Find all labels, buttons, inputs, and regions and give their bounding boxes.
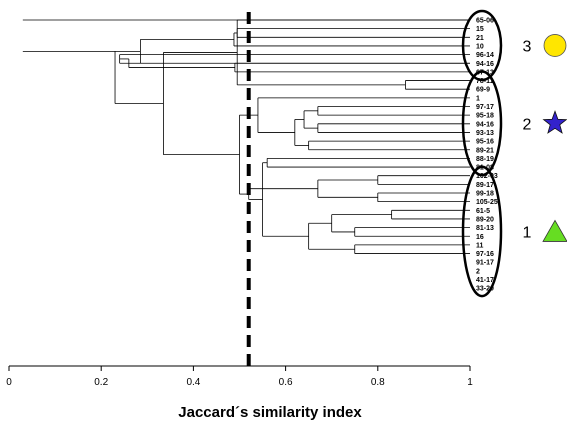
leaf-labels: 65-0615211096-1494-1667-1378-1169-9197-1… (476, 18, 498, 293)
leaf-label: 33-20 (476, 286, 494, 293)
dendrogram-branches (22, 19, 470, 254)
leaf-label: 11 (476, 242, 484, 249)
leaf-label: 95-18 (476, 113, 494, 120)
leaf-label: 99-18 (476, 191, 494, 198)
leaf-label: 89-21 (476, 147, 494, 154)
leaf-label: 65-06 (476, 18, 494, 25)
leaf-label: 96-14 (476, 52, 494, 59)
leaf-label: 15 (476, 26, 484, 33)
x-tick-label: 0.6 (279, 377, 293, 388)
x-tick-label: 0.4 (186, 377, 200, 388)
x-axis-ticks: 0 0.2 0.4 0.6 0.8 1 (6, 366, 473, 388)
circle-icon (543, 34, 567, 57)
cluster-oval (461, 9, 503, 82)
cluster-oval (461, 165, 503, 298)
leaf-label: 105-25 (476, 199, 498, 206)
cluster-label: 2 (523, 116, 532, 133)
cluster-ovals (461, 9, 503, 298)
cluster-label: 1 (523, 224, 532, 241)
leaf-label: 97-17 (476, 104, 494, 111)
leaf-label: 93-13 (476, 130, 494, 137)
leaf-label: 78-11 (476, 78, 494, 85)
leaf-label: 95-16 (476, 139, 494, 146)
star-icon (542, 110, 567, 134)
leaf-label: 102-03 (476, 173, 498, 180)
leaf-label: 94-16 (476, 61, 494, 68)
leaf-label: 61-5 (476, 208, 490, 215)
x-tick-label: 0.2 (94, 377, 108, 388)
leaf-label: 94-16 (476, 121, 494, 128)
cluster-markers: 3 2 1 (523, 34, 567, 242)
leaf-label: 41-17 (476, 277, 494, 284)
leaf-label: 1 (476, 95, 480, 102)
x-tick-label: 0.8 (371, 377, 385, 388)
leaf-label: 89-17 (476, 182, 494, 189)
leaf-label: 10 (476, 43, 484, 50)
cluster-label: 3 (523, 38, 532, 55)
leaf-label: 69-9 (476, 87, 490, 94)
x-tick-label: 1 (467, 377, 473, 388)
x-tick-label: 0 (6, 377, 12, 388)
leaf-label: 81-13 (476, 225, 494, 232)
leaf-label: 88-19 (476, 156, 494, 163)
leaf-label: 89-20 (476, 216, 494, 223)
leaf-label: 91-17 (476, 260, 494, 267)
cluster-oval (461, 70, 503, 177)
leaf-label: 21 (476, 35, 484, 42)
leaf-label: 16 (476, 234, 484, 241)
leaf-label: 2 (476, 268, 480, 275)
x-axis-title: Jaccard´s similarity index (178, 404, 362, 421)
triangle-icon (542, 219, 567, 242)
leaf-label: 97-16 (476, 251, 494, 258)
